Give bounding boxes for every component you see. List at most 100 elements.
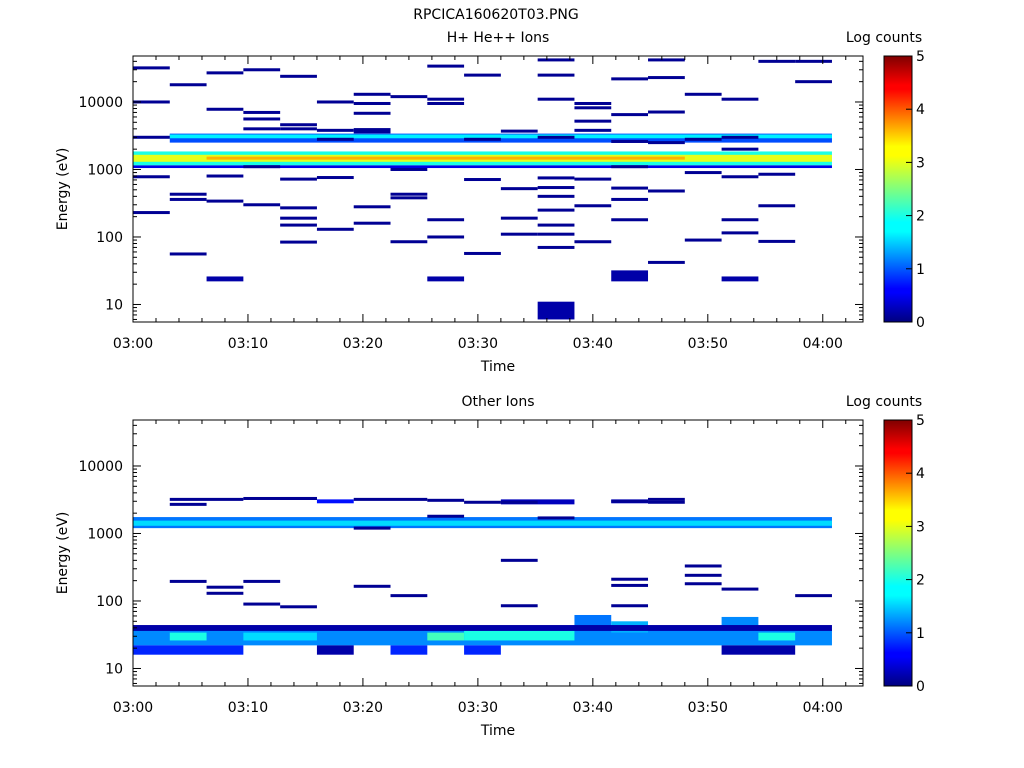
heatmap-lines: [169, 496, 832, 609]
heatmap-line: [721, 175, 759, 179]
heatmap-line: [133, 175, 170, 179]
colorbar-gradient: [883, 419, 913, 687]
heatmap-line: [611, 197, 649, 201]
heatmap-cell: [316, 645, 354, 655]
heatmap-line: [390, 240, 428, 244]
heatmap-line: [574, 177, 612, 181]
colorbar: Log counts 0 1 2 3 4 5: [846, 30, 925, 331]
heatmap-line: [611, 604, 649, 608]
heatmap-line: [795, 59, 832, 63]
heatmap-line: [684, 171, 722, 175]
heatmap-cell: [427, 632, 465, 641]
panel-title: Other Ions: [461, 394, 534, 410]
x-tick-label: 03:00: [113, 336, 153, 352]
heatmap-cell: [169, 134, 832, 139]
heatmap-line: [537, 186, 575, 190]
heatmap-line: [537, 194, 575, 198]
x-axis-label: Time: [480, 723, 515, 739]
heatmap-line: [684, 573, 722, 577]
panel-2: Other Ions 03:00 03:10 03:20 03:30 03:40 03:50…: [55, 394, 925, 739]
heatmap-cell: [206, 276, 244, 282]
heatmap-line: [280, 216, 317, 220]
heatmap-line: [758, 204, 796, 208]
heatmap-line: [169, 83, 207, 87]
heatmap-line: [574, 240, 612, 244]
y-tick-label: 1000: [87, 526, 123, 542]
heatmap-line: [758, 172, 796, 176]
heatmap-line: [537, 208, 575, 212]
x-tick-label: 03:20: [343, 700, 383, 716]
heatmap-cell: [243, 632, 317, 641]
heatmap-line: [280, 240, 317, 244]
heatmap-line: [133, 100, 170, 104]
heatmap-line: [648, 189, 685, 193]
x-tick-label: 03:10: [228, 336, 268, 352]
heatmap-line: [721, 587, 759, 591]
heatmap-line: [500, 187, 538, 191]
heatmap-line: [243, 110, 281, 114]
heatmap-line: [537, 135, 575, 139]
heatmap-line: [500, 558, 538, 562]
x-tick-label: 03:20: [343, 336, 383, 352]
heatmap-line: [721, 147, 759, 151]
heatmap-line: [169, 579, 207, 583]
heatmap-line: [243, 127, 281, 131]
x-tick-label: 04:00: [803, 700, 843, 716]
heatmap-line: [353, 111, 391, 115]
heatmap-line: [206, 591, 244, 595]
colorbar-tick-label: 0: [916, 679, 925, 695]
heatmap-line: [500, 232, 538, 236]
heatmap-line: [427, 498, 465, 502]
heatmap-line: [648, 76, 685, 80]
heatmap-line: [611, 583, 649, 587]
heatmap-line: [427, 218, 465, 222]
heatmap-cell: [133, 520, 832, 526]
heatmap-line: [758, 59, 796, 63]
heatmap-line: [464, 251, 501, 255]
heatmap-cell: [464, 629, 575, 641]
plot-frame: [132, 55, 864, 323]
heatmap-line: [611, 577, 649, 581]
y-axis-label: Energy (eV): [55, 148, 71, 231]
heatmap-cell: [537, 301, 575, 320]
heatmap-line: [684, 238, 722, 242]
panel-title: H+ He++ Ions: [447, 30, 550, 46]
heatmap-line: [243, 602, 281, 606]
heatmap-line: [721, 97, 759, 101]
heatmap-line: [280, 206, 317, 210]
heatmap-line: [280, 605, 317, 609]
heatmap-line: [537, 58, 575, 62]
x-tick-label: 03:10: [228, 700, 268, 716]
colorbar-tick-label: 0: [916, 315, 925, 331]
x-tick-label: 03:40: [573, 336, 613, 352]
heatmap-cell: [758, 632, 796, 641]
heatmap-line: [353, 92, 391, 96]
heatmap-cell: [206, 156, 685, 160]
heatmap-line: [353, 221, 391, 225]
heatmap-line: [390, 95, 428, 99]
y-tick-label: 10: [105, 297, 123, 313]
heatmap-line: [500, 500, 538, 504]
heatmap-line: [721, 135, 759, 139]
heatmap-line: [611, 499, 649, 503]
heatmap-line: [280, 177, 317, 181]
colorbar-tick-label: 3: [916, 155, 925, 171]
heatmap-line: [243, 203, 281, 207]
heatmap-line: [758, 239, 796, 243]
colorbar: Log counts 0 1 2 3 4 5: [846, 394, 925, 695]
x-tick-label: 03:40: [573, 700, 613, 716]
colorbar-tick-label: 2: [916, 573, 925, 589]
y-tick-label: 10000: [78, 459, 123, 475]
heatmap-line: [611, 139, 649, 143]
heatmap-line: [390, 196, 428, 200]
heatmap-line: [648, 500, 685, 504]
heatmap-line: [169, 192, 207, 196]
heatmap-line: [390, 192, 428, 196]
heatmap-line: [353, 101, 391, 105]
colorbar-tick-label: 1: [916, 262, 925, 278]
y-tick-label: 1000: [87, 162, 123, 178]
x-axis: 03:00 03:10 03:20 03:30 03:40 03:50 04:00: [113, 56, 847, 352]
heatmap-line: [353, 128, 391, 132]
heatmap-line: [648, 141, 685, 145]
